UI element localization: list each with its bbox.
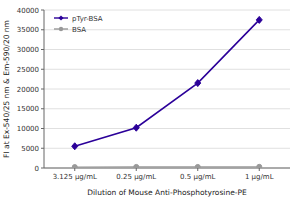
y-tick-label: 40000: [17, 7, 39, 15]
x-axis: 3.125 μg/mL 0.25 μg/mL 0.5 μg/mL 1 μg/mL: [53, 168, 274, 181]
legend: pTyr-BSA BSA: [54, 15, 103, 34]
grid-line: [44, 148, 290, 149]
grid-line: [44, 128, 290, 129]
point: [256, 16, 262, 23]
legend-marker: [58, 15, 63, 20]
point: [72, 143, 78, 150]
grid-line: [44, 108, 290, 109]
y-tick-label: 25000: [17, 66, 39, 74]
grid: [44, 10, 290, 168]
legend-label: BSA: [72, 26, 86, 34]
series: [72, 164, 262, 168]
y-tick-label: 30000: [17, 46, 39, 54]
point: [257, 164, 262, 168]
grid-line: [44, 69, 290, 70]
x-tick-label: 1 μg/mL: [245, 173, 274, 181]
grid-line: [44, 168, 290, 169]
x-axis-line: [44, 168, 290, 169]
chart-container: 0 5000 10000 15000 20000 25000 30000 35000 40000…: [0, 0, 300, 200]
y-axis-label: FI at Ex-540/25 nm & Em-590/20 nm: [2, 20, 11, 158]
x-tick: [136, 168, 137, 171]
point: [195, 80, 201, 87]
plot-area: [72, 16, 263, 168]
y-axis-line: [44, 10, 45, 168]
legend-marker: [59, 27, 63, 31]
x-tick-label: 0.5 μg/mL: [180, 173, 215, 181]
y-tick-label: 15000: [17, 105, 39, 113]
chart: 0 5000 10000 15000 20000 25000 30000 35000 40000…: [0, 0, 300, 200]
y-tick-label: 35000: [17, 26, 39, 34]
x-tick: [259, 168, 260, 171]
legend-label: pTyr-BSA: [72, 15, 103, 23]
series: [72, 16, 263, 149]
y-tick-label: 10000: [17, 125, 39, 133]
y-axis: 0 5000 10000 15000 20000 25000 30000 35000 40000: [17, 7, 44, 173]
grid-line: [44, 89, 290, 90]
line: [75, 20, 260, 146]
y-tick-label: 0: [35, 165, 39, 173]
x-tick: [74, 168, 75, 171]
grid-line: [44, 10, 290, 11]
point: [72, 165, 77, 168]
line: [75, 166, 260, 167]
point: [195, 164, 200, 168]
grid-line: [44, 49, 290, 50]
x-tick: [197, 168, 198, 171]
y-tick-label: 20000: [17, 86, 39, 94]
point: [134, 164, 139, 168]
point: [133, 124, 139, 131]
y-tick-label: 5000: [21, 145, 39, 153]
x-tick-label: 0.25 μg/mL: [116, 173, 156, 181]
x-axis-label: Dilution of Mouse Anti-Phosphotyrosine-P…: [87, 188, 247, 197]
x-tick-label: 3.125 μg/mL: [53, 173, 97, 181]
